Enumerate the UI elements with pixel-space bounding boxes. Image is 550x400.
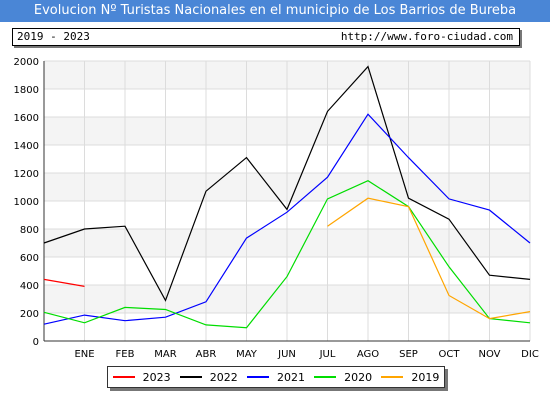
x-tick-label: OCT	[439, 349, 461, 360]
y-tick-label: 2000	[14, 57, 39, 68]
legend-item-2021: 2021	[246, 370, 305, 384]
series-line-2020	[43, 180, 531, 329]
x-tick-label: FEB	[116, 349, 135, 360]
legend-swatch	[179, 376, 202, 378]
legend-item-2020: 2020	[314, 371, 372, 384]
x-tick-label: DIC	[521, 349, 539, 360]
x-tick-label: AGO	[357, 349, 379, 360]
legend-swatch	[381, 376, 404, 378]
y-tick-label: 1200	[14, 169, 39, 180]
y-tick-label: 800	[20, 225, 39, 236]
series-line-2023	[43, 278, 85, 287]
series-lines	[43, 65, 531, 329]
x-tick-label: ABR	[196, 349, 217, 360]
series-line-2022	[43, 65, 531, 302]
y-tick-label: 1400	[14, 141, 39, 152]
y-tick-label: 200	[20, 309, 39, 320]
grid-lines	[44, 60, 531, 341]
y-tick-label: 400	[20, 281, 39, 292]
legend-swatch	[112, 376, 135, 378]
legend-label: 2022	[209, 370, 238, 384]
series-line-2021	[43, 113, 531, 325]
x-tick-label: MAR	[154, 349, 176, 360]
info-box: 2019 - 2023 http://www.foro-ciudad.com	[12, 28, 520, 46]
chart-title: Evolucion Nº Turistas Nacionales en el m…	[0, 0, 550, 22]
legend: 2023 2022 2021 2020 2019	[107, 366, 445, 388]
x-tick-label: ENE	[74, 349, 94, 360]
y-tick-label: 1000	[14, 197, 39, 208]
x-tick-labels: ENE FEB MAR ABR MAY JUN JUL AGO SEP OCT NOV DIC	[74, 349, 538, 360]
x-tick-label: SEP	[399, 349, 418, 360]
x-tick-label: JUN	[277, 349, 296, 360]
source-url: http://www.foro-ciudad.com	[340, 30, 513, 43]
x-tick-label: NOV	[478, 349, 500, 360]
year-range-label: 2019 - 2023	[17, 30, 90, 43]
y-tick-label: 0	[33, 337, 39, 348]
legend-swatch	[246, 376, 269, 378]
legend-label: 2020	[344, 370, 373, 384]
y-tick-label: 1800	[14, 85, 39, 96]
series-line-2019	[327, 197, 531, 320]
legend-label: 2023	[142, 370, 171, 384]
y-tick-label: 1600	[14, 113, 39, 124]
x-tick-label: JUL	[319, 349, 336, 360]
legend-item-2019: 2019	[381, 371, 439, 384]
legend-item-2022: 2022	[179, 370, 238, 384]
legend-label: 2019	[411, 370, 440, 384]
y-tick-labels: 0 200 400 600 800 1000 1200 1400 1600 1800 2000	[14, 57, 39, 348]
legend-swatch	[314, 376, 337, 378]
legend-item-2023: 2023	[112, 370, 171, 384]
legend-label: 2021	[276, 370, 305, 384]
y-tick-label: 600	[20, 253, 39, 264]
x-tick-label: MAY	[236, 349, 258, 360]
axes	[43, 61, 530, 342]
